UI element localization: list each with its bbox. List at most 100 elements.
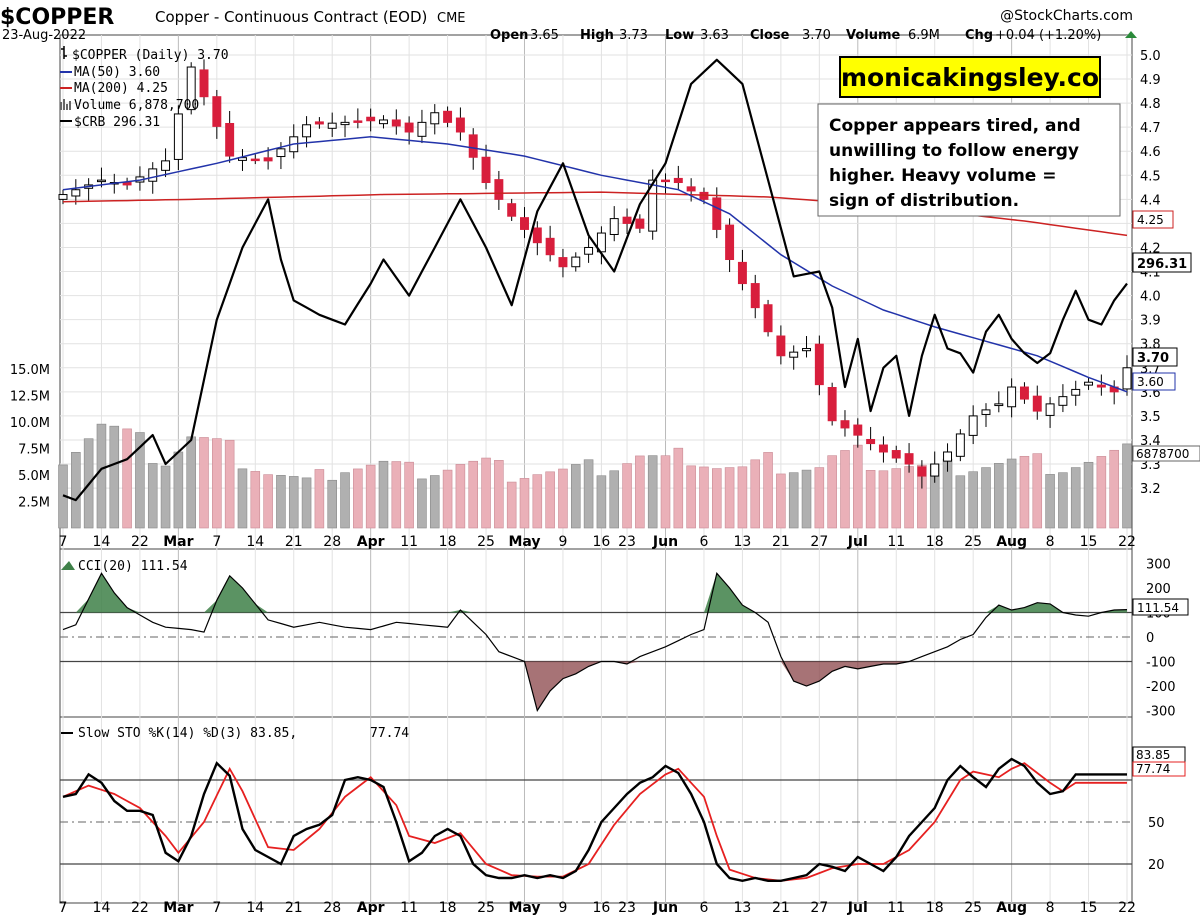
candle-body [737,261,747,285]
volume-bar [404,461,414,529]
candle-body [173,113,183,160]
low-value: 3.63 [700,28,729,43]
candle-body [661,179,670,183]
candle-body [340,121,350,126]
x-tick-label-bottom: 13 [734,900,752,916]
x-tick-label: Apr [357,534,385,550]
volume-tag [1132,445,1200,462]
x-tick-label-bottom: 11 [400,900,418,916]
price-tick-label: 4.9 [1140,73,1161,88]
x-tick-label-bottom: 22 [1118,900,1136,916]
price-tick-label: 3.4 [1140,434,1161,449]
sto-tick-label: 50 [1148,816,1165,831]
symbol-title: $COPPER [0,5,114,30]
x-tick-label-bottom: 27 [810,900,828,916]
cci-legend-icon [61,561,75,570]
volume-bar [596,475,607,529]
candle-body [648,179,658,232]
candle-body [1058,396,1068,406]
candle-body [866,438,876,445]
volume-bar [994,463,1004,529]
candle-body [917,466,927,477]
high-value: 3.73 [619,28,648,43]
volume-bar [532,474,543,529]
candle-body [263,157,273,162]
cci-tick-label: 200 [1146,582,1171,597]
exchange-label: CME [437,11,466,26]
volume-bar [1122,443,1132,529]
volume-bar [160,465,171,529]
price-tick-label: 3.5 [1140,410,1161,425]
x-tick-label-bottom: Jun [652,900,678,916]
volume-tick-label: 7.5M [18,443,50,458]
low-label: Low [665,28,694,43]
volume-legend-icon [60,99,71,110]
price-tick-label: 4.5 [1140,169,1161,184]
candle-body [417,121,427,137]
stochastic-series [62,757,1127,883]
candle-body [584,246,594,255]
value-tags: 4.25 296.31 3.70 3.60 6878700 111.54 83.… [1132,210,1200,777]
ma50-tag-text: 3.60 [1137,375,1164,389]
candle-body [1084,381,1094,386]
volume-bar [378,460,389,529]
x-tick-label-bottom: 28 [323,900,341,916]
x-tick-label: 11 [400,534,418,550]
volume-tick-label: 2.5M [18,496,50,511]
candle-body [148,168,158,182]
candle-body [814,343,824,386]
legend-volume: Volume 6,878,700 [74,98,199,113]
candle-body [635,218,645,229]
x-tick-label-bottom: May [508,900,540,916]
candle-body [494,179,504,200]
x-tick-label-bottom: 25 [964,900,982,916]
x-tick-label: 25 [964,534,982,550]
cci-tick-label: 0 [1146,631,1154,646]
candle-body [186,66,196,111]
candle-body [1045,403,1055,416]
volume-bar [391,461,402,529]
candle-body [930,463,940,477]
volume-bar [301,477,312,529]
price-tick-label: 3.2 [1140,482,1161,497]
candle-body [853,424,863,436]
volume-bar [71,452,81,529]
price-series [58,58,1132,502]
x-tick-label: 14 [246,534,264,550]
candle-body [789,351,799,358]
volume-bar [276,475,286,529]
x-tick-label-bottom: 11 [887,900,905,916]
candle-body [725,224,735,261]
candle-body [750,283,760,309]
volume-bar [212,438,222,529]
volume-bar [519,478,530,529]
candle-body [225,122,235,157]
x-tick-label-bottom: 18 [439,900,457,916]
volume-bar [1045,474,1055,529]
volume-bar [801,469,812,529]
x-tick-label: 25 [477,534,495,550]
x-tick-label-bottom: 22 [131,900,149,916]
x-tick-label: 13 [734,534,752,550]
volume-bar [1109,449,1119,529]
volume-bar [865,470,876,529]
candle-legend-icon [61,46,67,59]
volume-bar [763,452,773,529]
source-label: @StockCharts.com [1000,8,1133,24]
x-tick-label-bottom: 7 [212,900,221,916]
candle-body [366,116,376,122]
x-tick-label: 11 [887,534,905,550]
volume-bar [417,478,427,529]
candle-body [955,433,965,457]
candle-body [1096,384,1106,388]
axis-labels: 7 7 14 14 22 22 Mar Mar 7 7 14 14 21 21 28 28 Apr Apr 11 11… [10,49,1176,916]
volume-bar [455,464,466,529]
volume-bar [981,467,991,529]
candle-body [314,121,324,125]
volume-tick-label: 12.5M [10,390,50,405]
volume-bar [1083,461,1094,529]
volume-bar [724,467,735,529]
candle-body [481,156,491,184]
volume-bar [750,459,761,529]
candle-body [712,197,722,230]
